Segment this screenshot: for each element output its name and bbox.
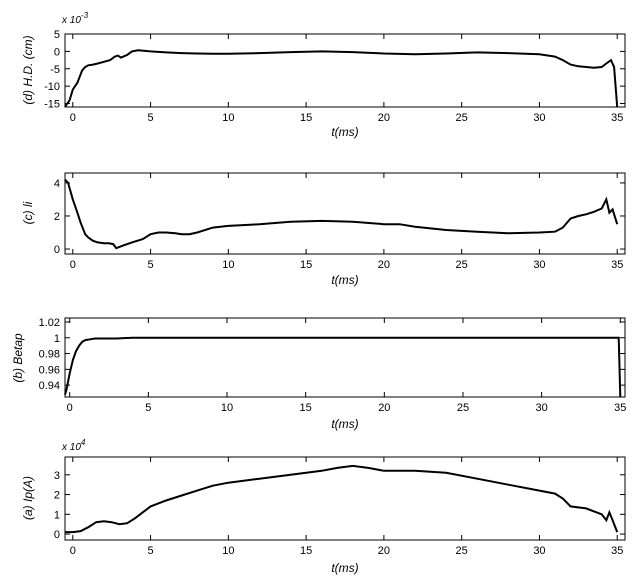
panel-d-y-tick-label: -5 — [50, 64, 60, 76]
panel-a-x-tick-label: 0 — [70, 545, 76, 557]
panel-d-x-tick-label: 25 — [456, 112, 468, 124]
panel-b-y-tick-label: 0.98 — [39, 349, 60, 361]
panel-d-ylabel: (d) H.D. (cm) — [21, 35, 35, 104]
panel-b-x-tick-label: 30 — [536, 402, 548, 414]
panel-a-y-tick-label: 1 — [54, 509, 60, 521]
panel-d-y-tick-label: -10 — [44, 81, 60, 93]
panel-a-y-tick-label: 3 — [54, 470, 60, 482]
panel-a-series-line — [65, 464, 619, 534]
panel-d-x-tick-label: 30 — [533, 112, 545, 124]
panel-a-exponent-base: x 10 — [61, 442, 81, 453]
panel-a-x-tick-label: 20 — [378, 545, 390, 557]
panel-c-ylabel: (c) li — [21, 201, 35, 224]
panel-b-x-tick-label: 0 — [67, 402, 73, 414]
panel-c-x-tick-label: 5 — [147, 259, 153, 271]
panel-d-series-line — [64, 49, 619, 108]
panel-b-series-line — [64, 336, 622, 398]
panel-c-x-tick-label: 30 — [533, 259, 545, 271]
panel-c-y-tick-label: 2 — [54, 211, 60, 223]
panel-a-y-tick-label: 0 — [54, 529, 60, 541]
panel-d-y-tick-label: 0 — [54, 46, 60, 58]
panel-c-y-tick-label: 4 — [54, 178, 60, 190]
panel-d-y-tick-label: 5 — [54, 29, 60, 41]
panel-d-xlabel: t(ms) — [331, 125, 358, 139]
panel-a-x-tick-label: 25 — [456, 545, 468, 557]
panel-a-x-tick-label: 30 — [533, 545, 545, 557]
panel-d-frame — [64, 33, 626, 108]
panel-d-x-tick-label: 35 — [611, 112, 623, 124]
panel-b: 0 5 10 15 20 25 30 35 1.02 1 0.98 0.96 0.94 t(ms) (… — [11, 317, 626, 431]
panel-d-x-tick-label: 20 — [378, 112, 390, 124]
panel-c-x-tick-label: 10 — [222, 259, 234, 271]
panel-a-x-tick-label: 5 — [147, 545, 153, 557]
panel-d-x-tick-label: 5 — [147, 112, 153, 124]
panel-c-x-tick-label: 15 — [300, 259, 312, 271]
panel-b-x-tick-label: 15 — [300, 402, 312, 414]
panel-c-x-tick-label: 35 — [611, 259, 623, 271]
panel-a-ylabel: (a) Ip(A) — [21, 476, 35, 520]
panel-b-y-tick-label: 0.96 — [39, 364, 60, 376]
panel-b-x-tick-label: 5 — [145, 402, 151, 414]
panel-b-frame — [64, 317, 626, 398]
panel-d-y-ticks: 5 0 -5 -10 -15 — [44, 29, 625, 111]
panel-b-x-tick-label: 20 — [378, 402, 390, 414]
panel-a-exponent-power: 4 — [81, 438, 86, 447]
panel-a-y-tick-label: 2 — [54, 490, 60, 502]
panel-a-x-tick-label: 10 — [222, 545, 234, 557]
panel-b-y-tick-label: 0.94 — [39, 380, 60, 392]
panel-b-xlabel: t(ms) — [331, 417, 358, 431]
panel-c-xlabel: t(ms) — [331, 273, 358, 287]
panel-d-x-tick-label: 0 — [70, 112, 76, 124]
panel-d-x-tick-label: 10 — [222, 112, 234, 124]
panel-b-y-tick-label: 1 — [54, 333, 60, 345]
panel-c-x-tick-label: 20 — [378, 259, 390, 271]
panel-d-x-ticks: 0 5 10 15 20 25 30 35 — [70, 34, 623, 124]
panel-b-x-tick-label: 35 — [614, 402, 626, 414]
panel-c-frame — [64, 172, 626, 255]
panel-b-y-tick-label: 1.02 — [39, 317, 60, 329]
panel-a-x-tick-label: 15 — [300, 545, 312, 557]
panel-b-y-ticks: 1.02 1 0.98 0.96 0.94 — [39, 317, 625, 392]
panel-d-y-tick-label: -15 — [44, 99, 60, 111]
panel-a-x-ticks: 0 5 10 15 20 25 30 35 — [70, 457, 623, 557]
panel-b-x-tick-label: 25 — [457, 402, 469, 414]
panel-a-frame — [64, 456, 626, 541]
panel-c-series-line — [64, 178, 619, 250]
panel-d-x-tick-label: 15 — [300, 112, 312, 124]
panel-b-ylabel: (b) Betap — [11, 333, 25, 383]
panel-d: 0 5 10 15 20 25 30 35 5 0 -5 -10 -15 t(ms) (d) H.D.… — [21, 11, 626, 139]
panel-a-exponent: x 104 — [61, 438, 86, 453]
panel-c-y-ticks: 4 2 0 — [54, 178, 625, 256]
panel-a-xlabel: t(ms) — [331, 561, 358, 575]
panel-b-x-tick-label: 10 — [221, 402, 233, 414]
panel-c-y-tick-label: 0 — [54, 244, 60, 256]
panel-c: 0 5 10 15 20 25 30 35 420 t(ms) (c) li — [21, 172, 626, 287]
panel-d-exponent-base: x 10 — [61, 15, 81, 26]
panel-a-x-tick-label: 35 — [611, 545, 623, 557]
panel-b-x-ticks: 0 5 10 15 20 25 30 35 — [67, 318, 626, 414]
panel-d-exponent-power: -3 — [81, 11, 89, 20]
panel-d-exponent: x 10-3 — [61, 11, 89, 26]
panel-c-x-ticks: 0 5 10 15 20 25 30 35 — [70, 173, 623, 271]
panel-c-x-tick-label: 0 — [70, 259, 76, 271]
panel-c-x-tick-label: 25 — [456, 259, 468, 271]
panel-a-y-ticks: 3 2 1 0 — [54, 470, 625, 541]
